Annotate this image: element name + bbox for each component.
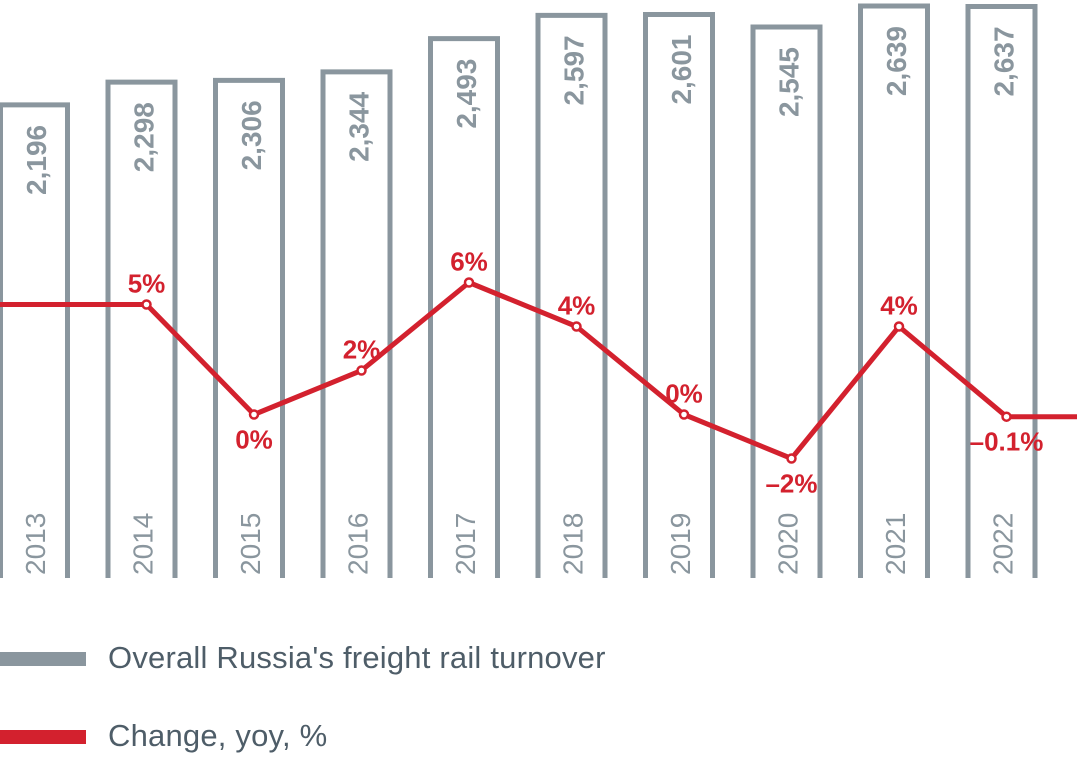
bar-2018 [535, 12, 608, 578]
change-label-2016: 2% [343, 335, 381, 365]
legend-item-turnover: Overall Russia's freight rail turnover [0, 638, 1077, 678]
legend-swatch-turnover [0, 652, 86, 666]
bar-2014 [105, 79, 178, 578]
bar-2015 [213, 77, 285, 578]
change-point-2015 [248, 409, 260, 420]
bar-2013 [0, 102, 70, 578]
bar-2020 [750, 24, 823, 578]
year-label-2017: 2017 [450, 513, 481, 575]
change-point-2018 [571, 321, 582, 332]
year-label-2013: 2013 [20, 513, 51, 575]
change-point-2022 [1001, 411, 1012, 422]
change-line: 5% 0% 2% 6% 4% 0% –2% 4% –0.1% [0, 247, 1077, 499]
legend-label-change: Change, yoy, % [108, 718, 328, 753]
bar-2019 [643, 11, 715, 578]
year-label-2016: 2016 [343, 513, 374, 575]
change-point-2017 [463, 277, 475, 288]
bar-value-label-2017: 2,493 [451, 59, 482, 129]
legend-swatch-change [0, 730, 86, 744]
legend-label-turnover: Overall Russia's freight rail turnover [108, 640, 606, 675]
bar-value-label-2015: 2,306 [236, 100, 267, 170]
bar-value-label-2013: 2,196 [21, 125, 52, 195]
bar-2021 [858, 3, 930, 578]
bar-value-label-2020: 2,545 [774, 47, 805, 117]
change-point-2019 [678, 409, 690, 420]
bar-value-label-2022: 2,637 [989, 26, 1020, 96]
change-point-2020 [786, 453, 797, 464]
bars: 2,196 2013 2,298 2014 2,306 2015 2,344 2016 2,49… [0, 3, 1038, 578]
year-label-2019: 2019 [665, 513, 696, 575]
change-label-2015: 0% [235, 425, 273, 455]
year-label-2022: 2022 [988, 513, 1019, 575]
change-label-2014: 5% [128, 269, 166, 299]
change-label-2017: 6% [450, 247, 488, 277]
bar-2017 [428, 36, 500, 578]
change-label-2022: –0.1% [970, 427, 1044, 457]
change-label-2018: 4% [558, 291, 596, 321]
year-label-2020: 2020 [773, 513, 804, 575]
chart: 2,196 2013 2,298 2014 2,306 2015 2,344 2016 2,49… [0, 3, 1077, 578]
change-label-2019: 0% [665, 379, 703, 409]
bar-2022 [965, 3, 1038, 578]
legend-item-change: Change, yoy, % [0, 716, 1077, 756]
change-point-2014 [141, 299, 152, 310]
bar-value-label-2016: 2,344 [344, 91, 375, 161]
change-point-2021 [893, 321, 905, 332]
bar-value-label-2021: 2,639 [881, 26, 912, 96]
year-label-2021: 2021 [880, 513, 911, 575]
year-label-2018: 2018 [558, 513, 589, 575]
bar-value-label-2019: 2,601 [666, 34, 697, 104]
year-label-2015: 2015 [235, 513, 266, 575]
bar-value-label-2018: 2,597 [559, 35, 590, 105]
bar-2016 [320, 69, 393, 578]
year-label-2014: 2014 [128, 513, 159, 575]
bar-value-label-2014: 2,298 [129, 102, 160, 172]
change-label-2021: 4% [880, 291, 918, 321]
change-point-2016 [356, 365, 367, 376]
change-label-2020: –2% [765, 469, 817, 499]
